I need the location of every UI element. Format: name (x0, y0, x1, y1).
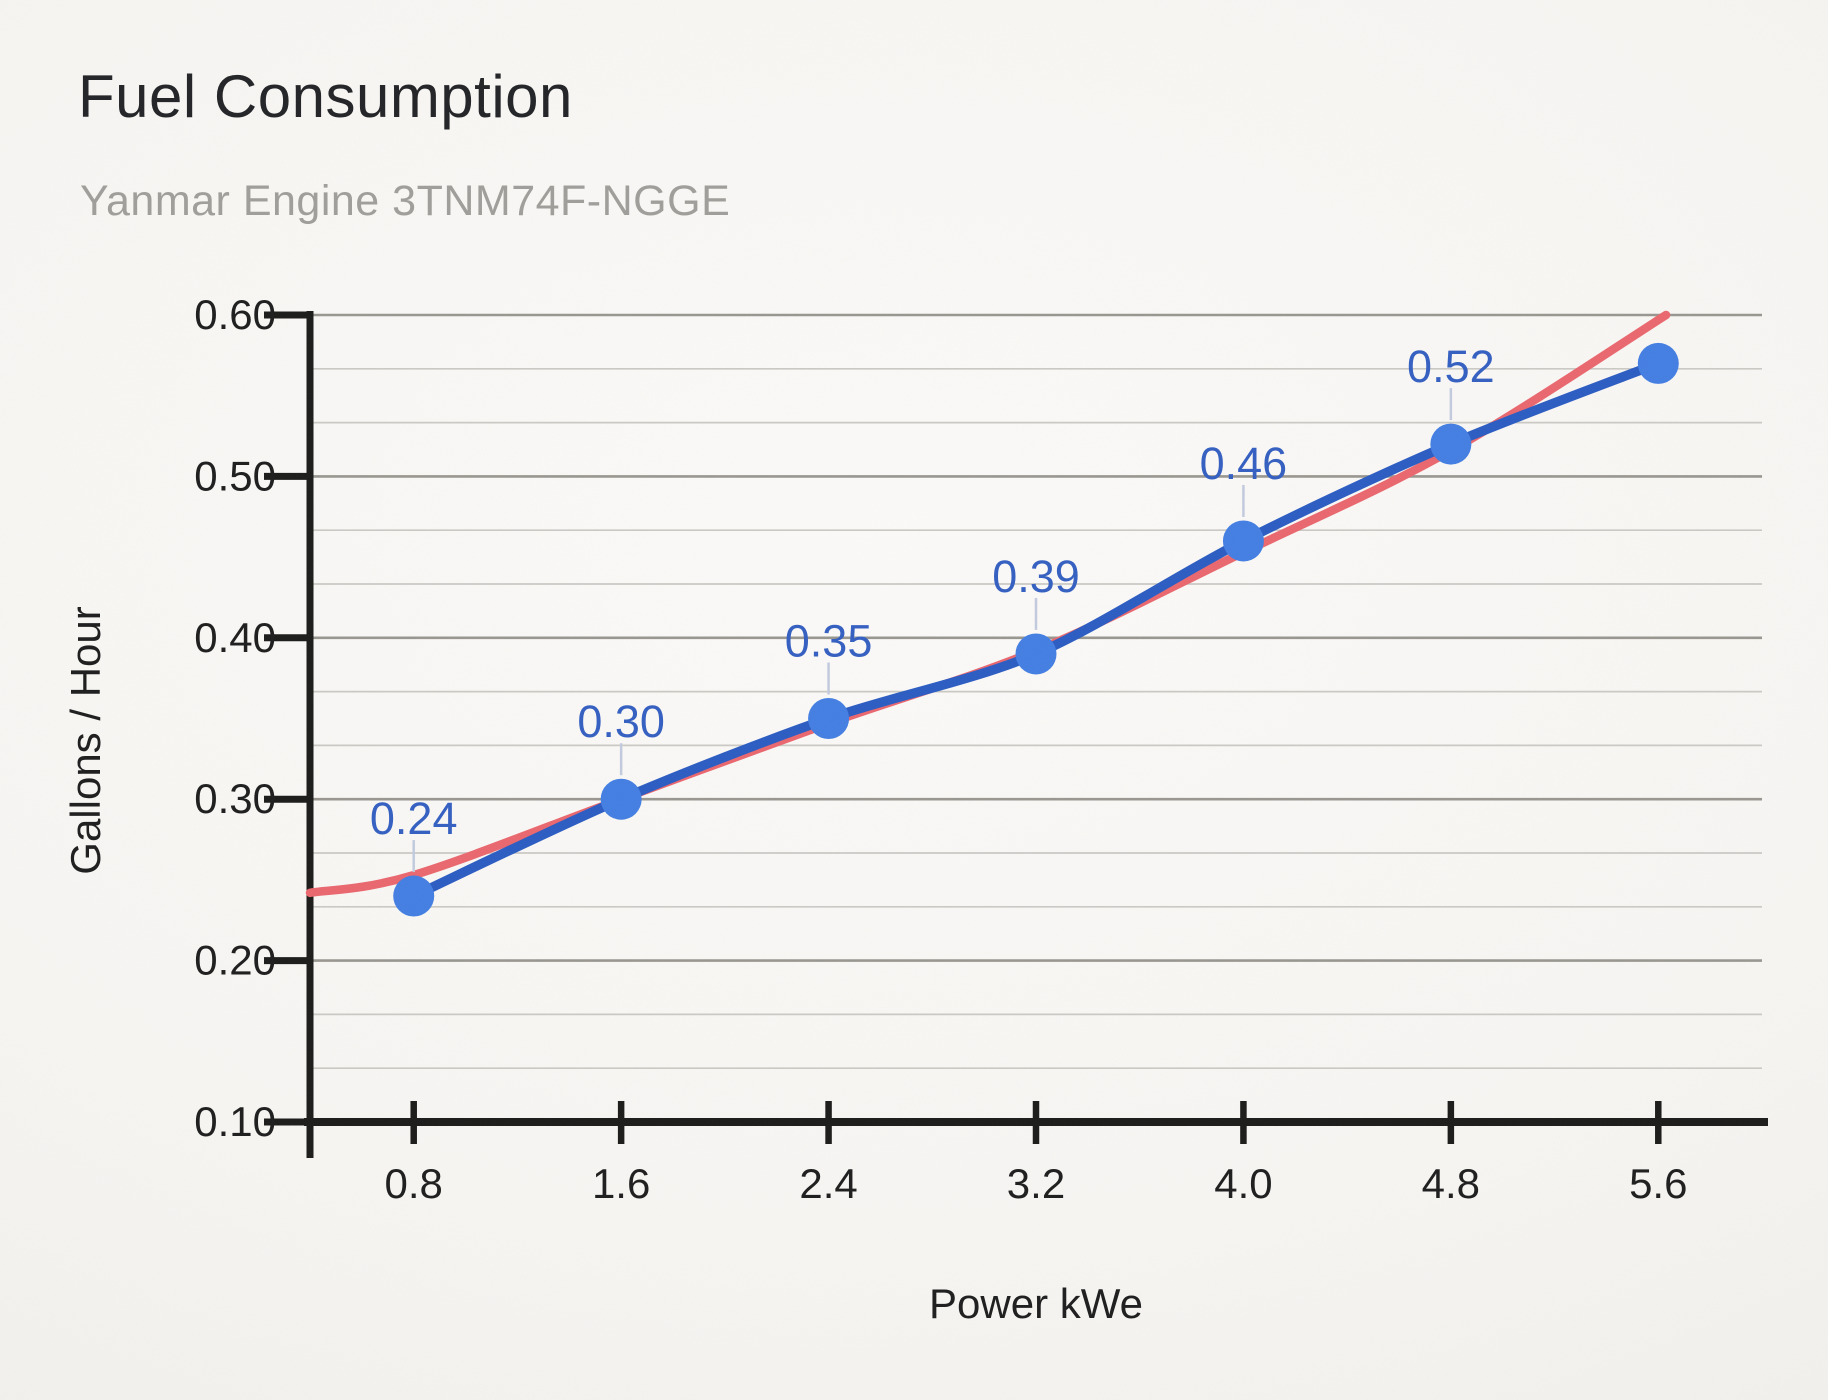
chart-plot: 0.100.200.300.400.500.600.81.62.43.24.04… (0, 0, 1828, 1400)
photo-grain-overlay (0, 0, 1828, 1400)
chart-canvas: Fuel Consumption Yanmar Engine 3TNM74F-N… (0, 0, 1828, 1400)
